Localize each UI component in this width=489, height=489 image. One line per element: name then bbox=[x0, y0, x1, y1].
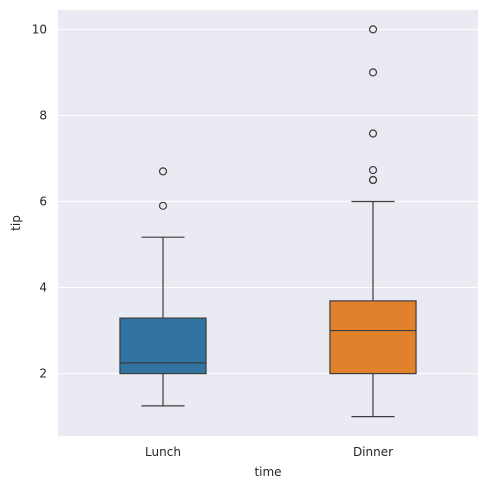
outlier-point bbox=[368, 68, 378, 77]
outlier-point bbox=[368, 175, 378, 185]
box-iqr bbox=[119, 317, 207, 375]
y-tick-label: 8 bbox=[39, 108, 47, 122]
x-axis-label: time bbox=[254, 465, 281, 479]
outlier-point bbox=[368, 129, 378, 138]
x-tick-label: Dinner bbox=[353, 445, 393, 459]
boxes bbox=[119, 25, 417, 418]
outlier-point bbox=[158, 167, 168, 176]
x-tick-labels: Lunch Dinner bbox=[145, 445, 393, 459]
box-group bbox=[329, 25, 417, 418]
outlier-point bbox=[368, 25, 378, 34]
y-axis-label: tip bbox=[9, 215, 23, 231]
y-tick-label: 4 bbox=[39, 281, 47, 295]
box-iqr bbox=[329, 300, 417, 375]
box-group bbox=[119, 167, 207, 407]
y-tick-label: 2 bbox=[39, 367, 47, 381]
y-tick-label: 6 bbox=[39, 194, 47, 208]
outlier-point bbox=[368, 165, 378, 175]
x-tick-label: Lunch bbox=[145, 445, 181, 459]
outlier-point bbox=[158, 201, 168, 210]
y-tick-label: 10 bbox=[32, 22, 47, 36]
y-tick-labels: 2 4 6 8 10 bbox=[32, 22, 47, 380]
